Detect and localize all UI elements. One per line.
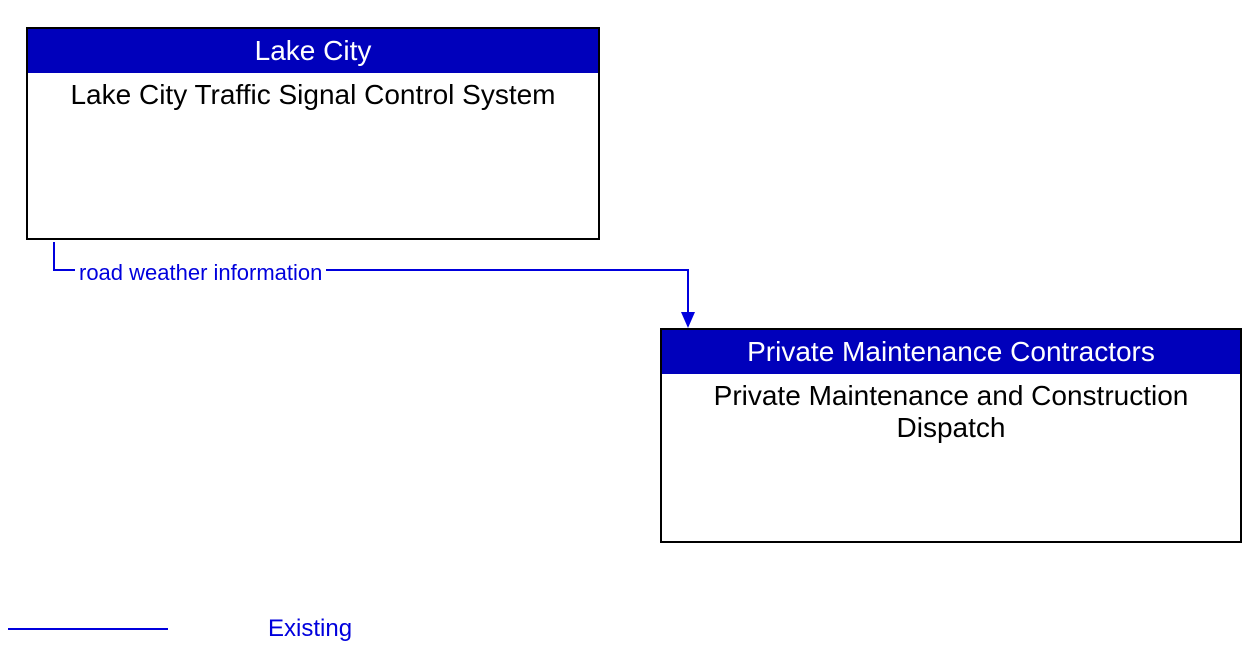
node-node1: Lake CityLake City Traffic Signal Contro… bbox=[26, 27, 600, 240]
node-header: Private Maintenance Contractors bbox=[662, 330, 1240, 374]
node-header: Lake City bbox=[28, 29, 598, 73]
legend-line bbox=[8, 628, 168, 630]
edge-label: road weather information bbox=[75, 260, 326, 286]
node-body: Private Maintenance and Construction Dis… bbox=[662, 374, 1240, 450]
legend-label: Existing bbox=[268, 615, 352, 643]
node-node2: Private Maintenance ContractorsPrivate M… bbox=[660, 328, 1242, 543]
legend: Existing bbox=[8, 615, 352, 643]
node-body: Lake City Traffic Signal Control System bbox=[28, 73, 598, 117]
